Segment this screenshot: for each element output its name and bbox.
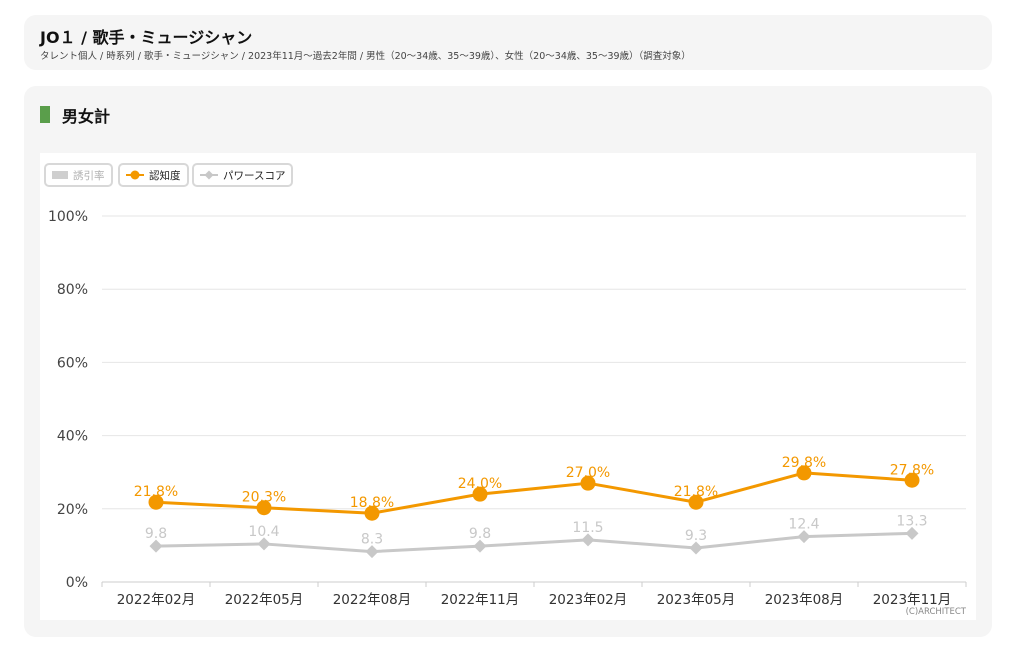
data-point bbox=[689, 541, 703, 555]
y-tick-label: 80% bbox=[57, 282, 88, 298]
data-point bbox=[473, 539, 487, 553]
data-label: 12.4 bbox=[788, 517, 819, 533]
x-tick-label: 2022年05月 bbox=[225, 592, 304, 608]
data-point bbox=[472, 486, 488, 502]
data-label: 18.8% bbox=[350, 495, 394, 511]
data-label: 21.8% bbox=[134, 484, 178, 500]
data-label: 21.8% bbox=[674, 484, 718, 500]
data-point bbox=[797, 530, 811, 544]
section-title: 男女計 bbox=[62, 107, 111, 126]
data-point bbox=[581, 533, 595, 547]
header-card: JO１ / 歌手・ミュージシャン タレント個人 / 時系列 / 歌手・ミュージシ… bbox=[24, 15, 992, 70]
y-tick-label: 0% bbox=[66, 575, 88, 591]
line-chart: 0% 20% 40% 60% 80% 100% 2022年02月 2022年05月 2022年0… bbox=[48, 209, 967, 608]
x-tick-label: 2023年11月 bbox=[873, 592, 952, 608]
data-point bbox=[905, 526, 919, 540]
data-label: 9.8 bbox=[469, 526, 491, 542]
copyright-text: (C)ARCHITECT bbox=[905, 607, 966, 617]
data-label: 27.8% bbox=[890, 462, 934, 478]
bar-swatch-icon bbox=[52, 171, 68, 179]
circle-marker-icon bbox=[126, 170, 144, 180]
y-tick-label: 40% bbox=[57, 429, 88, 445]
legend-label: 認知度 bbox=[149, 169, 181, 182]
data-point bbox=[904, 472, 920, 488]
data-point bbox=[364, 505, 380, 521]
data-point bbox=[256, 500, 272, 516]
data-point bbox=[580, 475, 596, 491]
data-label: 29.8% bbox=[782, 455, 826, 471]
data-label: 10.4 bbox=[248, 524, 279, 540]
x-tick-label: 2023年05月 bbox=[657, 592, 736, 608]
page-title: JO１ / 歌手・ミュージシャン bbox=[40, 28, 253, 47]
legend-item-awareness[interactable]: 認知度 bbox=[118, 163, 189, 187]
series-line-power-score bbox=[155, 531, 913, 554]
diamond-marker-icon bbox=[200, 170, 218, 180]
data-label: 13.3 bbox=[896, 513, 927, 529]
data-point bbox=[148, 494, 164, 510]
data-point bbox=[365, 545, 379, 559]
data-label: 9.8 bbox=[145, 526, 167, 542]
data-label: 8.3 bbox=[361, 532, 383, 548]
y-tick-label: 20% bbox=[57, 502, 88, 518]
x-tick-label: 2023年08月 bbox=[765, 592, 844, 608]
legend-label: 誘引率 bbox=[73, 169, 105, 182]
data-point bbox=[688, 494, 704, 510]
section-accent-bar bbox=[40, 106, 50, 123]
legend-label: パワースコア bbox=[223, 169, 286, 182]
data-point bbox=[257, 537, 271, 551]
data-point bbox=[149, 539, 163, 553]
series-line-awareness bbox=[155, 471, 913, 515]
y-tick-label: 100% bbox=[48, 209, 88, 225]
data-label: 27.0% bbox=[566, 465, 610, 481]
legend-item-attraction[interactable]: 誘引率 bbox=[44, 163, 113, 187]
page-subtitle: タレント個人 / 時系列 / 歌手・ミュージシャン / 2023年11月〜過去2… bbox=[40, 51, 691, 62]
data-label: 20.3% bbox=[242, 490, 286, 506]
x-tick-label: 2023年02月 bbox=[549, 592, 628, 608]
data-label: 11.5 bbox=[572, 520, 603, 536]
chart-card: 男女計 0% 20% 40% 60% 80% 100% 2022年02月 2022年05月 20… bbox=[24, 86, 992, 637]
plot-area: 0% 20% 40% 60% 80% 100% 2022年02月 2022年05月 2022年0… bbox=[40, 153, 976, 620]
x-tick-label: 2022年11月 bbox=[441, 592, 520, 608]
data-label: 9.3 bbox=[685, 528, 707, 544]
x-tick-label: 2022年08月 bbox=[333, 592, 412, 608]
y-tick-label: 60% bbox=[57, 355, 88, 371]
legend-item-power-score[interactable]: パワースコア bbox=[192, 163, 294, 187]
x-tick-label: 2022年02月 bbox=[117, 592, 196, 608]
data-point bbox=[796, 465, 812, 481]
data-label: 24.0% bbox=[458, 476, 502, 492]
